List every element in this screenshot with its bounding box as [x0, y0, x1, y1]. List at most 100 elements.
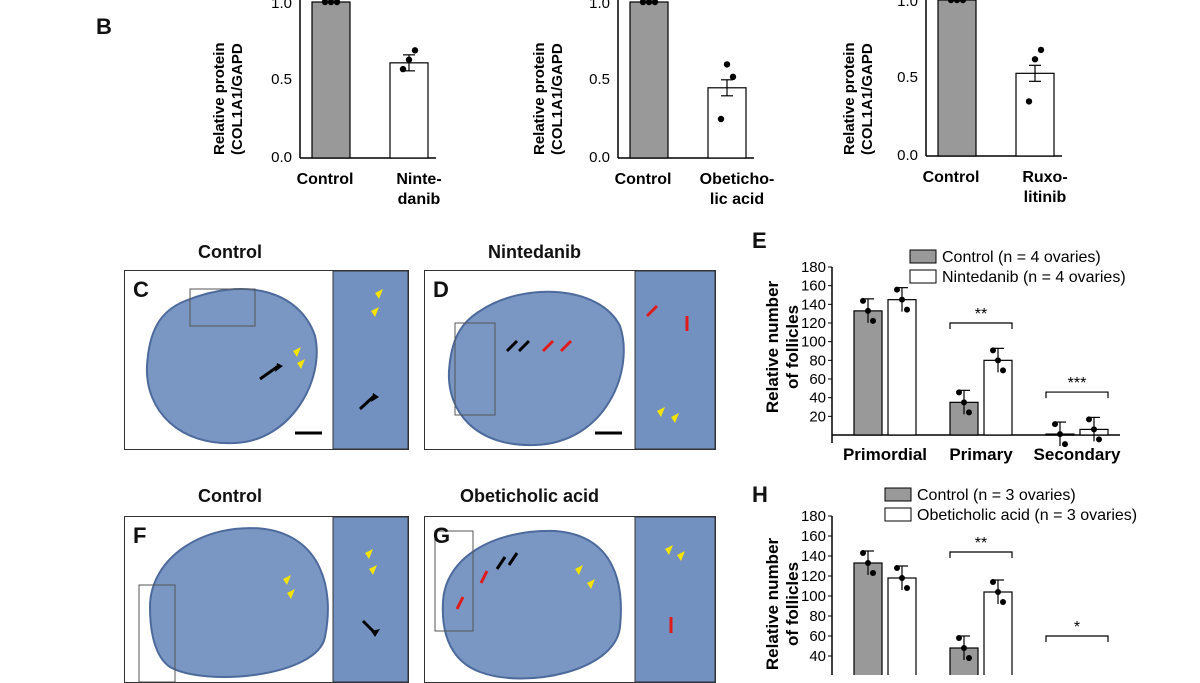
data-point: [959, 0, 967, 4]
ovary-section-c: [145, 271, 408, 449]
data-point: [321, 0, 329, 6]
ytick-label: 20: [809, 408, 826, 425]
data-point: [639, 0, 647, 6]
ylabel-h-line2: of follicles: [783, 562, 802, 646]
ytick-label: 120: [801, 315, 826, 332]
ovary-section-d: [447, 271, 715, 449]
panel-label-b: B: [96, 14, 112, 39]
ytick-b3-05: 0.5: [897, 69, 918, 86]
data-point: [870, 317, 876, 324]
ytick-label: 120: [801, 568, 826, 585]
data-point: [645, 0, 653, 6]
chart-b3: Relative protein (COL1A1/GAPD 1.0 0.5 0.…: [841, 0, 1068, 206]
data-point: [966, 655, 972, 661]
ytick-label: 60: [809, 371, 826, 388]
data-point: [723, 61, 731, 68]
category-label: litinib: [1024, 189, 1067, 206]
micrograph-g: G: [424, 516, 716, 683]
bar: [707, 87, 747, 159]
data-point: [1057, 431, 1063, 438]
ytick-label: 180: [801, 508, 826, 525]
ylabel-h-line1: Relative number: [763, 537, 782, 670]
data-point: [399, 65, 407, 73]
data-point: [947, 0, 955, 4]
ytick-label: 160: [801, 278, 826, 295]
ylabel-e-line1: Relative number: [763, 280, 782, 413]
data-point: [1096, 436, 1102, 443]
legend-swatch: [884, 507, 912, 522]
panel-label-c: C: [133, 277, 149, 302]
data-point: [894, 286, 900, 293]
chart-h: Relative number of follicles 40 60 80 100 12…: [763, 487, 1137, 675]
significance-bracket: [949, 551, 1013, 558]
ytick-label: 80: [809, 608, 826, 625]
ytick-label: 180: [801, 259, 826, 276]
panel-label-f: F: [133, 523, 147, 548]
ytick-label: 160: [801, 528, 826, 545]
data-point: [961, 645, 967, 651]
ytick-b1-0: 0.0: [271, 149, 292, 166]
data-point: [1000, 367, 1006, 374]
ovary-section-f: [138, 517, 408, 682]
significance-label: *: [1074, 619, 1080, 636]
title-d: Nintedanib: [488, 242, 581, 262]
ytick-b3-1: 1.0: [897, 0, 918, 10]
data-point: [899, 575, 905, 581]
ylabel-b2-line1: Relative protein: [531, 42, 548, 155]
category-label: Primordial: [843, 445, 927, 464]
ytick-label: 100: [801, 588, 826, 605]
panel-label-h: H: [752, 482, 768, 507]
ylabel-e-line2: of follicles: [783, 305, 802, 389]
legend-swatch: [909, 249, 937, 264]
bars-h: 40 60 80 100 120 140 160 180 Control (n = 3 ovar…: [801, 487, 1137, 675]
bar: [937, 0, 977, 157]
data-point: [956, 389, 962, 396]
data-point: [899, 296, 905, 303]
category-label: Control: [297, 171, 354, 188]
data-point: [1052, 421, 1058, 428]
micrograph-c: C: [124, 270, 409, 450]
category-label: Ruxo-: [1022, 169, 1067, 186]
legend-swatch: [884, 487, 912, 502]
data-point: [860, 550, 866, 556]
data-point: [1062, 441, 1068, 448]
ytick-label: 60: [809, 628, 826, 645]
data-point: [1091, 426, 1097, 433]
bar: [311, 1, 351, 159]
bar: [853, 310, 883, 436]
data-point: [729, 73, 737, 81]
data-point: [1031, 56, 1039, 63]
legend-label: Control (n = 4 ovaries): [942, 249, 1101, 266]
title-c: Control: [198, 242, 262, 262]
ytick-b1-1: 1.0: [271, 0, 292, 12]
ytick-label: 80: [809, 352, 826, 369]
bars-b2: Control Obeticho-lic acid: [615, 0, 774, 208]
significance-label: **: [975, 306, 987, 323]
ytick-b1-05: 0.5: [271, 71, 292, 88]
data-point: [904, 585, 910, 591]
category-label: Control: [923, 169, 980, 186]
panel-label-g: G: [433, 523, 451, 548]
data-point: [865, 307, 871, 314]
ylabel-b3-line1: Relative protein: [841, 42, 858, 155]
ylabel-b2-line2: (COL1A1/GAPD: [549, 43, 566, 155]
data-point: [894, 565, 900, 571]
category-label: lic acid: [710, 191, 764, 208]
chart-b1: Relative protein (COL1A1/GAPD 1.0 0.5 0.…: [211, 0, 442, 208]
data-point: [1037, 46, 1045, 54]
ylabel-b1-line1: Relative protein: [211, 42, 228, 155]
legend-label: Control (n = 3 ovaries): [917, 487, 1076, 504]
panel-label-d: D: [433, 277, 449, 302]
bar: [1015, 72, 1055, 157]
significance-bracket: [949, 322, 1013, 329]
data-point: [1025, 98, 1033, 105]
bar: [983, 591, 1013, 675]
data-point: [651, 0, 659, 6]
data-point: [990, 347, 996, 354]
bar: [853, 562, 883, 675]
ylabel-b1-line2: (COL1A1/GAPD: [229, 43, 246, 155]
chart-b2: Relative protein (COL1A1/GAPD 1.0 0.5 0.…: [531, 0, 774, 208]
bar: [629, 1, 669, 159]
yellow-arrowhead: [293, 347, 301, 357]
